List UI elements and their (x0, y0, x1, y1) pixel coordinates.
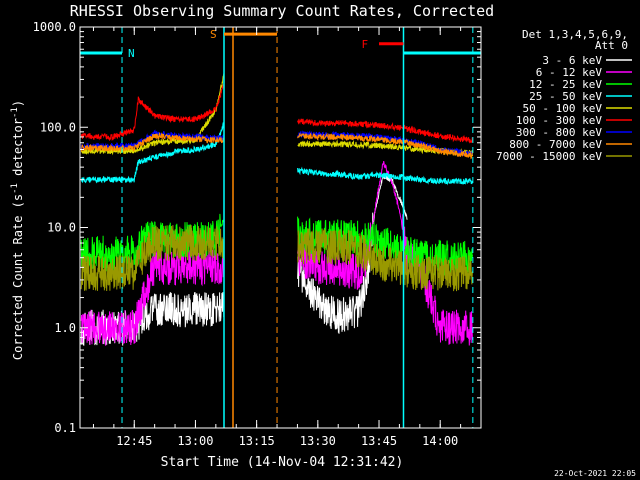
y-tick-label: 10.0 (47, 221, 76, 235)
y-axis-label-mid: detector (11, 118, 25, 183)
legend-label: 7000 - 15000 keV (496, 150, 602, 163)
legend-label: 3 - 6 keV (542, 54, 602, 67)
y-axis-label: Corrected Count Rate (s-1 detector-1) (10, 100, 25, 360)
series-line-2 (80, 161, 473, 346)
legend-label: 50 - 100 keV (523, 102, 603, 115)
y-axis-label-main: Corrected Count Rate (s (11, 194, 25, 360)
legend-label: 100 - 300 keV (516, 114, 602, 127)
marker-label-f: F (361, 38, 368, 51)
x-tick-label: 12:45 (116, 434, 152, 448)
series-line-8 (80, 132, 473, 160)
y-tick-label: 1000.0 (33, 20, 76, 34)
x-tick-label: 13:30 (300, 434, 336, 448)
series-line-9 (80, 225, 473, 292)
x-tick-label: 13:00 (177, 434, 213, 448)
legend-header: Det 1,3,4,5,6,9, (522, 28, 628, 41)
legend-label: 800 - 7000 keV (509, 138, 602, 151)
legend-label: 25 - 50 keV (529, 90, 602, 103)
x-axis-label: Start Time (14-Nov-04 12:31:42) (161, 455, 404, 470)
legend-header: Att 0 (595, 39, 628, 52)
plot-area: N S F 0.1 1.0 10.0 100.0 1000.0 12:45 13:00 13:15 1… (33, 20, 482, 448)
y-axis-label-end: ) (11, 100, 25, 107)
y-axis-label-sup2: -1 (10, 107, 20, 118)
series-line-4 (81, 122, 473, 186)
y-axis-label-sup1: -1 (10, 183, 20, 194)
chart-title: RHESSI Observing Summary Count Rates, Co… (70, 2, 494, 20)
marker-label-s: S (210, 28, 217, 41)
legend-label: 12 - 25 keV (529, 78, 602, 91)
y-tick-label: 100.0 (40, 120, 76, 134)
x-tick-label: 13:15 (239, 434, 275, 448)
plot-frame (79, 26, 482, 429)
marker-label-n: N (128, 47, 135, 60)
legend-label: 300 - 800 keV (516, 126, 602, 139)
y-tick-label: 0.1 (54, 421, 76, 435)
legend-label: 6 - 12 keV (536, 66, 603, 79)
series-line-6 (80, 83, 473, 144)
x-tick-label: 13:45 (361, 434, 397, 448)
x-tick-label: 14:00 (422, 434, 458, 448)
y-tick-label: 1.0 (54, 321, 76, 335)
footer-timestamp: 22-Oct-2021 22:05 (554, 469, 636, 478)
